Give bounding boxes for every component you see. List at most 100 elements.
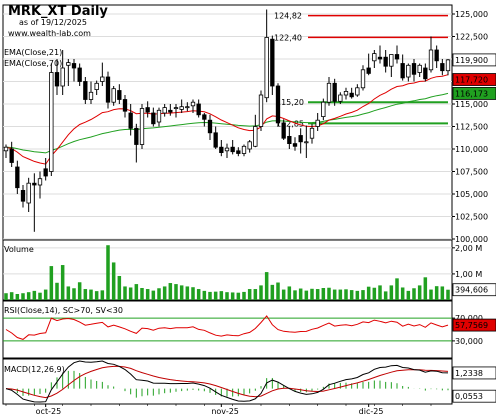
candle-body xyxy=(145,107,150,113)
month-label: nov-25 xyxy=(211,407,239,416)
candle-body xyxy=(32,182,37,186)
resistance-label: 122,40 xyxy=(274,33,302,42)
volume-bar xyxy=(134,284,139,300)
last-close-box xyxy=(452,53,496,67)
volume-bar xyxy=(389,285,394,300)
volume-bar xyxy=(83,289,88,300)
volume-bar xyxy=(66,286,71,300)
volume-bar xyxy=(253,289,258,300)
candle-body xyxy=(389,54,394,67)
candle-body xyxy=(270,38,275,87)
legend-ema21: EMA(Close,21) xyxy=(4,48,62,57)
candle-body xyxy=(423,67,428,80)
candle-body xyxy=(168,109,173,113)
price-tick-label: 115,000 xyxy=(455,100,488,109)
price-tick-label: 110,000 xyxy=(455,145,488,154)
candle-body xyxy=(49,72,54,172)
rsi-label: RSI(Close,14), SC>70, SV<30 xyxy=(4,306,123,315)
volume-bar xyxy=(157,288,161,300)
macd-hist-last-text: 0,0553 xyxy=(455,392,483,401)
volume-bar xyxy=(247,289,252,300)
candle-body xyxy=(139,108,145,145)
candle-body xyxy=(156,109,162,123)
ema21-line xyxy=(5,74,449,165)
ema21-last-text: 117,720 xyxy=(455,76,488,85)
volume-bar xyxy=(77,282,82,300)
volume-bar xyxy=(400,287,405,300)
candle-body xyxy=(309,127,315,139)
candle-body xyxy=(292,143,298,147)
candle-body xyxy=(190,101,196,107)
volume-bar xyxy=(213,291,218,300)
candle-body xyxy=(253,126,258,147)
volume-bar xyxy=(446,289,450,300)
volume-last-text: 394,606 xyxy=(455,286,488,295)
volume-bar xyxy=(259,285,263,300)
volume-bar xyxy=(38,292,42,300)
price-tick-label: 125,000 xyxy=(455,10,488,19)
volume-label: Volume xyxy=(4,245,34,254)
candle-body xyxy=(9,148,14,163)
volume-bar xyxy=(145,289,150,300)
price-tick-label: 112,500 xyxy=(455,123,488,132)
rsi-last-box xyxy=(452,318,496,332)
volume-bar xyxy=(162,286,167,300)
volume-bar xyxy=(72,288,76,300)
candle-body xyxy=(213,132,218,148)
volume-bar xyxy=(49,266,54,300)
volume-bar xyxy=(276,282,280,300)
rsi-last-text: 57,7569 xyxy=(455,321,488,330)
candle-body xyxy=(196,103,201,116)
volume-bar xyxy=(9,292,14,300)
macd-hist-last-box xyxy=(452,389,496,403)
candle-body xyxy=(377,56,383,60)
volume-bar xyxy=(219,291,224,300)
volume-bar xyxy=(270,284,275,300)
price-tick-label: 100,000 xyxy=(455,235,488,244)
macd-label: MACD(12,26,9) xyxy=(4,365,65,374)
volume-bar xyxy=(332,289,337,300)
candle-body xyxy=(445,59,451,72)
candle-body xyxy=(77,67,82,82)
candle-body xyxy=(37,178,43,186)
candle-body xyxy=(202,114,207,120)
volume-bar xyxy=(230,292,235,300)
month-label: oct-25 xyxy=(36,407,62,416)
candle-body xyxy=(105,76,111,103)
candle-body xyxy=(151,112,156,125)
volume-bar xyxy=(117,276,122,300)
candle-body xyxy=(440,63,445,72)
candle-body xyxy=(83,81,88,100)
candle-body xyxy=(60,67,65,87)
candle-body xyxy=(264,37,269,99)
volume-bar xyxy=(21,293,25,300)
volume-bar xyxy=(417,285,422,300)
volume-bar xyxy=(32,290,37,300)
candle-body xyxy=(332,82,337,102)
rsi-tick-label: 70,000 xyxy=(455,314,483,323)
candle-body xyxy=(298,135,303,143)
volume-bar xyxy=(366,286,371,300)
candle-body xyxy=(406,64,411,78)
candle-body xyxy=(338,94,343,102)
candle-body xyxy=(366,67,371,74)
volume-bar xyxy=(89,289,93,300)
candle-body xyxy=(355,87,360,96)
ema70-line xyxy=(5,92,449,154)
volume-tick-label: 2,00 M xyxy=(455,244,482,253)
candle-body xyxy=(66,62,71,66)
candle-body xyxy=(3,146,9,152)
volume-bar xyxy=(429,289,433,300)
candle-body xyxy=(128,112,133,129)
volume-bar xyxy=(372,287,377,300)
candle-body xyxy=(15,166,20,189)
support-label: 112,85 xyxy=(276,119,304,128)
volume-bar xyxy=(151,290,156,300)
candle-body xyxy=(185,106,190,109)
candle-body xyxy=(372,53,377,62)
candle-body xyxy=(343,91,349,96)
legend-ema70: EMA(Close,70) xyxy=(4,59,62,68)
volume-bar xyxy=(315,289,320,300)
rsi-tick-label: 30,000 xyxy=(455,337,483,346)
